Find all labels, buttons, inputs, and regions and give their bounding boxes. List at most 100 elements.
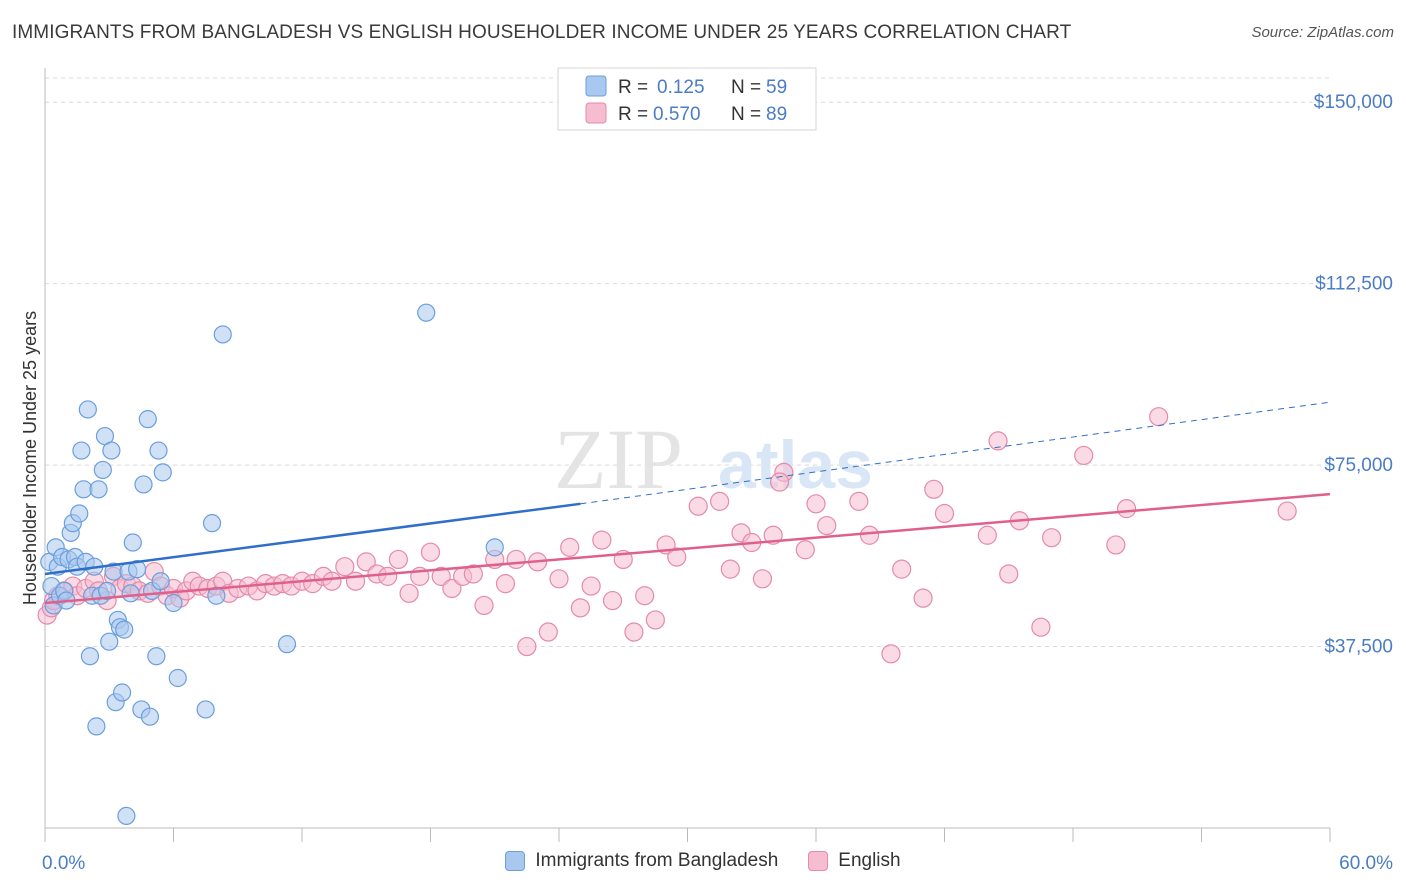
data-point-bangladesh (153, 463, 172, 482)
data-point-english (581, 576, 601, 596)
legend-item-bangladesh: Immigrants from Bangladesh (505, 850, 778, 872)
legend-r-label: R = (618, 77, 648, 98)
watermark: ZIP atlas (554, 411, 873, 507)
legend-n-label: N = (731, 104, 761, 125)
data-point-bangladesh (112, 683, 132, 702)
data-point-english (892, 559, 912, 579)
data-point-bangladesh (168, 668, 187, 688)
data-point-english (442, 578, 462, 599)
data-point-english (463, 564, 483, 584)
data-point-english (1041, 528, 1062, 548)
data-point-bangladesh (123, 533, 142, 552)
data-point-english (977, 525, 997, 545)
data-point-english (934, 503, 955, 524)
data-point-bangladesh (93, 460, 112, 480)
legend-n-label: N = (731, 77, 761, 98)
chart-title: IMMIGRANTS FROM BANGLADESH VS ENGLISH HO… (12, 22, 1072, 43)
data-point-english (795, 540, 815, 560)
data-point-bangladesh (117, 806, 136, 826)
data-point-bangladesh (485, 538, 504, 557)
data-point-english (335, 557, 355, 577)
legend-n-value: 59 (766, 77, 787, 98)
data-point-english (635, 586, 655, 606)
legend-swatch (505, 851, 526, 871)
x-tick-labels: 0.0% 60.0% (42, 853, 1393, 874)
data-point-bangladesh (115, 620, 134, 639)
data-point-english (1031, 617, 1051, 637)
x-tick-label: 0.0% (42, 853, 85, 874)
y-tick-label: $150,000 (1314, 92, 1393, 113)
data-point-bangladesh (89, 480, 108, 499)
legend-label: Immigrants from Bangladesh (535, 850, 779, 871)
data-point-english (806, 494, 826, 514)
trend-line-bangladesh (44, 502, 581, 576)
data-point-english (1074, 445, 1094, 466)
data-point-bangladesh (277, 635, 297, 654)
series-legend: Immigrants from Bangladesh English (0, 850, 1406, 872)
trend-lines (44, 401, 1331, 605)
data-point-bangladesh (98, 581, 117, 601)
data-point-english (1116, 499, 1137, 519)
data-point-english (720, 559, 740, 579)
data-point-bangladesh (100, 632, 119, 651)
data-point-bangladesh (121, 584, 140, 603)
data-point-english (495, 574, 516, 594)
legend-swatch-blue (585, 75, 607, 97)
legend-label: English (838, 850, 901, 871)
legend-n-value: 89 (766, 104, 787, 125)
data-point-bangladesh (140, 707, 160, 726)
data-point-english (420, 542, 441, 562)
legend-r-value: 0.570 (653, 104, 701, 125)
data-point-english (1277, 501, 1297, 521)
data-point-english (399, 583, 419, 603)
data-point-english (538, 622, 558, 642)
y-tick-label: $112,500 (1315, 274, 1393, 295)
data-point-english (881, 644, 901, 664)
data-point-english (1149, 407, 1169, 427)
data-point-bangladesh (213, 325, 232, 344)
data-point-bangladesh (102, 441, 121, 460)
data-point-english (624, 622, 644, 642)
grid-lines (45, 77, 1330, 648)
data-point-english (859, 525, 880, 545)
english-points (37, 407, 1297, 664)
data-point-english (1106, 535, 1126, 555)
data-point-english (560, 537, 580, 557)
source-credit: Source: ZipAtlas.com (1251, 24, 1394, 41)
data-point-english (769, 472, 790, 492)
data-point-bangladesh (70, 504, 89, 523)
data-point-bangladesh (417, 303, 436, 322)
legend-r-label: R = (618, 104, 648, 125)
y-tick-label: $75,000 (1324, 455, 1393, 476)
legend-r-value: 0.125 (657, 77, 705, 98)
y-axis-label: Householder Income Under 25 years (20, 311, 40, 605)
axes (44, 68, 1331, 842)
data-point-english (645, 610, 665, 630)
data-point-english (849, 491, 869, 511)
data-point-english (913, 588, 933, 608)
data-point-english (688, 496, 708, 516)
data-point-english (356, 552, 376, 572)
data-point-english (817, 515, 837, 536)
data-point-english (752, 569, 773, 589)
data-point-bangladesh (147, 647, 166, 666)
data-point-bangladesh (151, 572, 170, 591)
legend-swatch (808, 851, 829, 871)
watermark-zip: ZIP (554, 411, 683, 507)
data-point-english (710, 491, 730, 511)
data-point-english (474, 595, 494, 616)
trend-line-english (44, 492, 1331, 605)
y-tick-label: $37,500 (1324, 637, 1393, 658)
data-point-english (549, 569, 569, 589)
data-point-bangladesh (138, 410, 157, 429)
trend-extension-bangladesh (580, 401, 1331, 505)
watermark-atlas: atlas (718, 427, 873, 503)
data-point-bangladesh (196, 700, 215, 719)
data-point-bangladesh (202, 514, 222, 533)
data-point-bangladesh (87, 717, 106, 736)
legend-item-english: English (808, 850, 901, 872)
data-point-english (517, 636, 537, 657)
data-point-bangladesh (149, 441, 168, 460)
data-point-english (988, 431, 1008, 451)
